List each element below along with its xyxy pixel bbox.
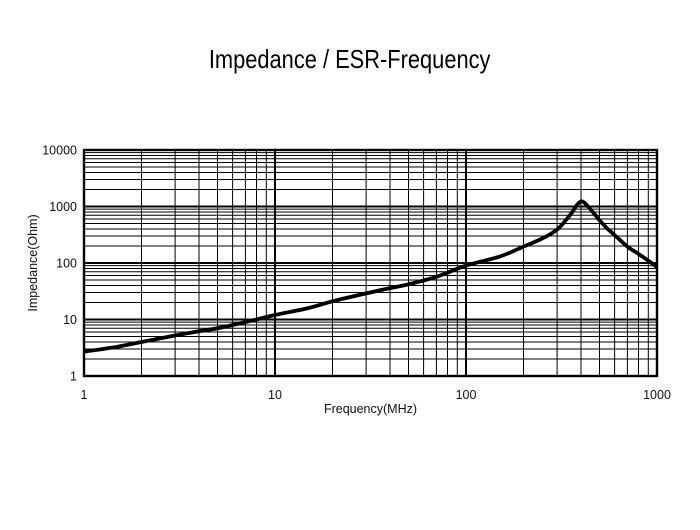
y-tick-label: 10000 (42, 144, 77, 158)
x-tick-label: 100 (456, 388, 477, 402)
x-tick-label: 10 (268, 388, 282, 402)
y-axis-label: Impedance(Ohm) (26, 214, 40, 311)
x-tick-label: 1 (81, 388, 88, 402)
y-tick-label: 100 (56, 257, 77, 271)
plot-border (82, 148, 659, 378)
x-tick-label: 1000 (643, 388, 671, 402)
y-tick-label: 1000 (49, 200, 77, 214)
chart-title-text: Impedance / ESR-Frequency (209, 44, 491, 74)
y-tick-label: 1 (70, 370, 77, 384)
chart-title: Impedance / ESR-Frequency (0, 44, 700, 75)
impedance-curve (83, 199, 659, 354)
x-axis-label: Frequency(MHz) (324, 402, 417, 416)
y-tick-label: 10 (63, 313, 77, 327)
